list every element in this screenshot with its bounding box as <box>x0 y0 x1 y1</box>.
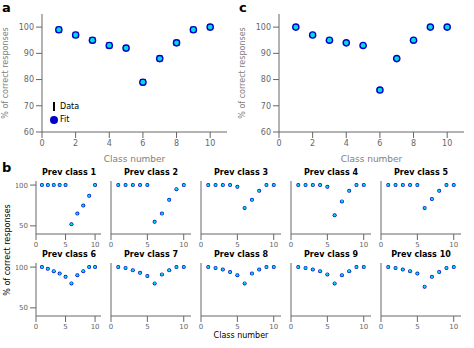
svg-text:5: 5 <box>325 241 329 248</box>
svg-text:0: 0 <box>199 323 203 330</box>
html-text:Prev class 4: Prev class 4 <box>304 168 358 177</box>
svg-text:5: 5 <box>235 323 239 330</box>
svg-text:60: 60 <box>261 128 271 137</box>
svg-text:50: 50 <box>19 222 28 230</box>
svg-text:10: 10 <box>205 139 215 148</box>
svg-text:90: 90 <box>24 49 34 58</box>
svg-text:0: 0 <box>39 139 44 148</box>
html-text:Data: Data <box>60 102 80 111</box>
svg-text:90: 90 <box>261 49 271 58</box>
svg-text:6: 6 <box>377 139 382 148</box>
html-text:c: c <box>239 0 247 15</box>
svg-text:% of correct responses: % of correct responses <box>238 27 247 118</box>
svg-text:10: 10 <box>269 323 278 330</box>
svg-text:0: 0 <box>109 241 113 248</box>
svg-text:8: 8 <box>174 139 179 148</box>
svg-text:10: 10 <box>269 241 278 248</box>
html-text:% of correct responses: % of correct responses <box>2 204 12 296</box>
svg-text:0: 0 <box>289 323 293 330</box>
html-text:a: a <box>2 0 11 15</box>
svg-text:10: 10 <box>359 241 368 248</box>
svg-text:0: 0 <box>379 241 383 248</box>
svg-text:10: 10 <box>179 241 188 248</box>
html-text:Prev class 8: Prev class 8 <box>214 250 268 259</box>
html-text:Fit: Fit <box>60 115 70 124</box>
svg-text:8: 8 <box>411 139 416 148</box>
svg-text:0: 0 <box>276 139 281 148</box>
svg-text:10: 10 <box>359 323 368 330</box>
html-text:Prev class 10: Prev class 10 <box>391 250 451 259</box>
svg-text:0: 0 <box>199 241 203 248</box>
html-text:Prev class 9: Prev class 9 <box>304 250 358 259</box>
svg-text:0: 0 <box>34 323 38 330</box>
svg-text:5: 5 <box>145 323 149 330</box>
svg-text:5: 5 <box>63 323 67 330</box>
svg-text:10: 10 <box>91 323 100 330</box>
svg-text:% of correct responses: % of correct responses <box>8 27 10 118</box>
svg-text:80: 80 <box>24 75 34 84</box>
svg-text:2: 2 <box>73 139 78 148</box>
html-text:b: b <box>2 160 12 175</box>
svg-text:100: 100 <box>256 23 271 32</box>
svg-text:6: 6 <box>140 139 145 148</box>
html-text:Prev class 3: Prev class 3 <box>214 168 268 177</box>
svg-text:4: 4 <box>344 139 349 148</box>
svg-text:0: 0 <box>109 323 113 330</box>
html-text:Prev class 7: Prev class 7 <box>124 250 178 259</box>
svg-text:10: 10 <box>442 139 452 148</box>
svg-text:0: 0 <box>34 241 38 248</box>
svg-text:0: 0 <box>379 323 383 330</box>
html-text:Prev class 1: Prev class 1 <box>42 168 96 177</box>
svg-text:Class number: Class number <box>341 154 403 162</box>
svg-text:5: 5 <box>415 241 419 248</box>
svg-text:5: 5 <box>63 241 67 248</box>
svg-text:10: 10 <box>449 241 458 248</box>
svg-text:70: 70 <box>261 102 271 111</box>
svg-text:10: 10 <box>179 323 188 330</box>
svg-text:Class number: Class number <box>104 154 166 162</box>
svg-text:100: 100 <box>16 264 28 272</box>
svg-text:10: 10 <box>449 323 458 330</box>
svg-text:60: 60 <box>24 128 34 137</box>
svg-text:10: 10 <box>91 241 100 248</box>
html-text:Prev class 6: Prev class 6 <box>42 250 96 259</box>
svg-text:4: 4 <box>107 139 112 148</box>
svg-text:5: 5 <box>325 323 329 330</box>
svg-text:5: 5 <box>235 241 239 248</box>
svg-text:100: 100 <box>16 182 28 190</box>
html-text:Prev class 2: Prev class 2 <box>124 168 178 177</box>
svg-text:100: 100 <box>19 23 34 32</box>
html-text:Class number: Class number <box>213 331 269 340</box>
html-text:Prev class 5: Prev class 5 <box>394 168 448 177</box>
svg-text:0: 0 <box>289 241 293 248</box>
svg-text:5: 5 <box>415 323 419 330</box>
svg-text:5: 5 <box>145 241 149 248</box>
svg-text:50: 50 <box>19 304 28 312</box>
svg-text:70: 70 <box>24 102 34 111</box>
svg-text:2: 2 <box>310 139 315 148</box>
svg-text:80: 80 <box>261 75 271 84</box>
